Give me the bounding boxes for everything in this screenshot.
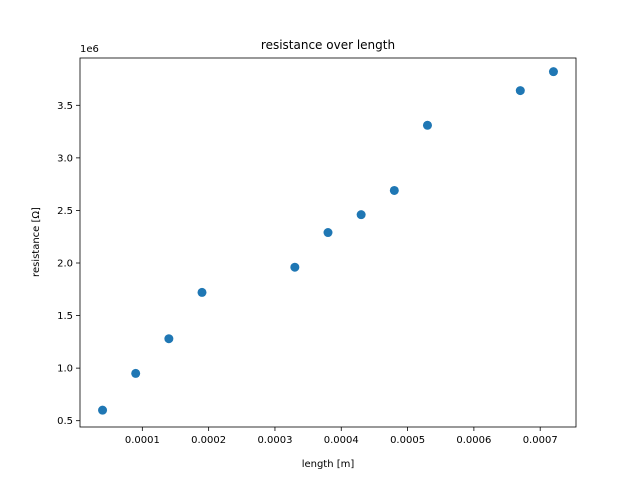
- x-tick-label: 0.0003: [257, 435, 292, 446]
- y-offset-label: 1e6: [80, 44, 99, 55]
- x-ticks: 0.0001 0.0002 0.0003 0.0004 0.0005 0.0006 0.00…: [125, 427, 558, 446]
- data-point-10: [515, 86, 525, 96]
- data-point-6: [323, 228, 333, 238]
- x-tick-label: 0.0001: [125, 435, 160, 446]
- plot-frame: [79, 57, 577, 428]
- x-tick-label: 0.0004: [324, 435, 359, 446]
- y-tick-label: 2.0: [57, 259, 73, 270]
- y-tick-label: 0.5: [57, 416, 73, 427]
- data-point-9: [422, 120, 432, 130]
- data-point-8: [389, 185, 399, 195]
- y-tick-label: 2.5: [57, 206, 73, 217]
- data-point-3: [164, 334, 174, 344]
- x-axis-label: length [m]: [302, 459, 355, 470]
- y-tick-label: 3.5: [57, 101, 73, 112]
- y-tick-label: 3.0: [57, 153, 73, 164]
- x-tick-label: 0.0006: [456, 435, 491, 446]
- data-point-5: [290, 262, 300, 272]
- data-point-7: [356, 210, 366, 220]
- y-ticks: 0.5 1.0 1.5 2.0 2.5 3.0 3.5: [57, 101, 80, 427]
- points-layer: [98, 67, 558, 415]
- y-tick-label: 1.0: [57, 364, 73, 375]
- data-point-4: [197, 287, 207, 297]
- x-tick-label: 0.0007: [523, 435, 558, 446]
- data-point-2: [131, 368, 141, 378]
- data-point-11: [548, 67, 558, 77]
- y-axis-label: resistance [Ω]: [31, 207, 42, 277]
- data-point-1: [98, 405, 108, 415]
- x-tick-label: 0.0005: [390, 435, 425, 446]
- y-tick-label: 1.5: [57, 311, 73, 322]
- chart-title: resistance over length: [261, 38, 395, 52]
- x-tick-label: 0.0002: [191, 435, 226, 446]
